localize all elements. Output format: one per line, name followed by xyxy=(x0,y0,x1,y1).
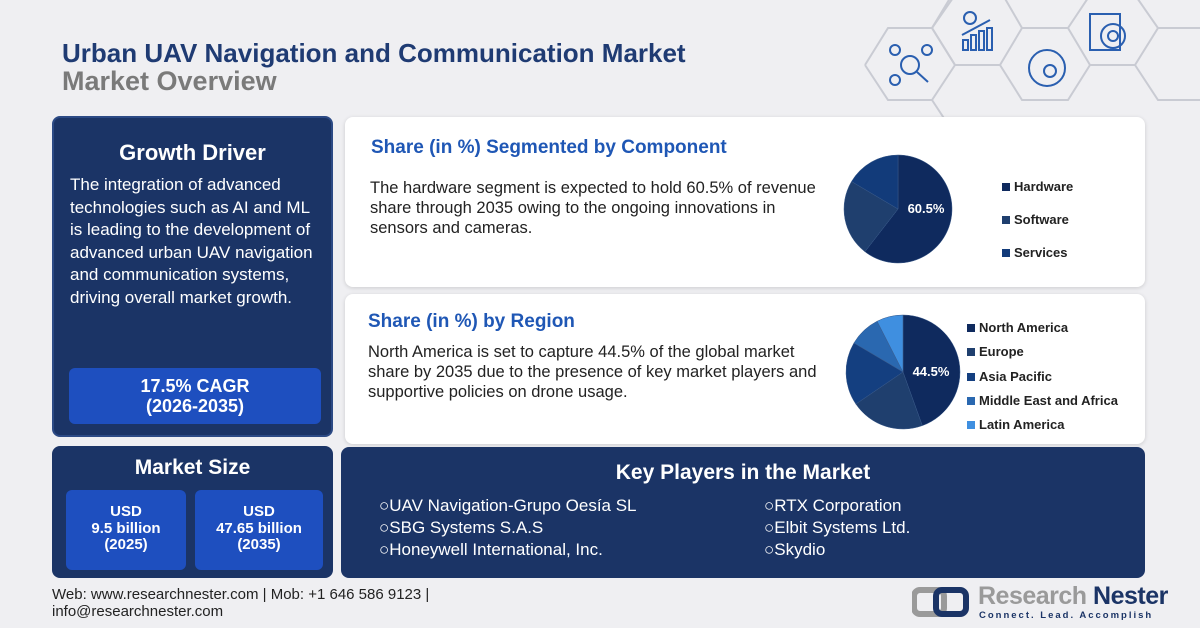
global-commerce-icon xyxy=(1028,49,1066,87)
market-size-2025: USD 9.5 billion (2025) xyxy=(66,490,186,570)
cagr-period: (2026-2035) xyxy=(145,396,245,416)
cagr-value: 17.5% CAGR xyxy=(140,376,250,396)
pie-data-label: 60.5% xyxy=(908,201,945,216)
logo-icon xyxy=(911,587,969,617)
legend-label: Hardware xyxy=(1014,179,1074,194)
region-legend: North America Europe Asia Pacific Middle Ea… xyxy=(967,316,1118,437)
pie-slice-north-america xyxy=(902,314,961,426)
legend-label: Latin America xyxy=(979,417,1065,433)
footer-email: info@researchnester.com xyxy=(52,603,224,620)
pie-slice-hardware xyxy=(864,154,953,264)
key-player-item: ○UAV Navigation-Grupo Oesía SL xyxy=(379,496,637,515)
region-card: Share (in %) by Region North America is … xyxy=(345,294,1145,444)
legend-label: Asia Pacific xyxy=(979,368,1052,384)
pie-slice-services xyxy=(851,154,899,210)
component-pie-chart: 60.5% xyxy=(843,154,953,264)
legend-swatch xyxy=(967,421,975,430)
pie-slice-latin-america xyxy=(876,314,904,373)
component-card: Share (in %) Segmented by Component The … xyxy=(345,117,1145,287)
legend-swatch xyxy=(967,348,975,357)
legend-label: Middle East and Africa xyxy=(979,392,1118,408)
legend-swatch xyxy=(1002,182,1010,191)
cagr-badge: 17.5% CAGR (2026-2035) xyxy=(69,368,321,424)
target-report-icon xyxy=(1089,13,1126,51)
players-right: ○RTX Corporation ○Elbit Systems Ltd. ○Skyd… xyxy=(764,495,910,561)
legend-item: Services xyxy=(1002,236,1073,269)
legend-item: Software xyxy=(1002,203,1073,236)
brand-research: Research xyxy=(978,582,1087,610)
legend-item: Middle East and Africa xyxy=(967,389,1118,413)
pie-slice-software xyxy=(843,181,899,253)
key-players-card: Key Players in the Market ○UAV Navigatio… xyxy=(341,447,1145,578)
pie-data-label: 44.5% xyxy=(913,364,950,379)
players-left: ○UAV Navigation-Grupo Oesía SL ○SBG Syste… xyxy=(379,495,637,561)
region-pie-chart: 44.5% xyxy=(845,314,961,430)
growth-chart-icon xyxy=(961,11,993,51)
legend-label: Europe xyxy=(979,344,1024,360)
analytics-network-icon xyxy=(889,44,933,86)
legend-item: North America xyxy=(967,316,1118,340)
year: (2025) xyxy=(104,536,148,553)
legend-swatch xyxy=(1002,248,1010,257)
key-players-title: Key Players in the Market xyxy=(615,461,871,484)
component-legend: Hardware Software Services xyxy=(1002,170,1073,269)
hexagon-decoration xyxy=(864,0,1200,130)
legend-label: North America xyxy=(979,320,1069,335)
component-title: Share (in %) Segmented by Component xyxy=(371,137,727,158)
value: 47.65 billion xyxy=(216,519,302,537)
pie-slice-europe xyxy=(855,371,923,430)
growth-driver-title: Growth Driver xyxy=(119,140,266,165)
footer-contact: Web: www.researchnester.com | Mob: +1 64… xyxy=(52,586,430,603)
research-nester-logo: Research Nester Connect. Lead. Accomplis… xyxy=(911,582,1168,623)
pie-slice-asia-pacific xyxy=(845,342,904,405)
legend-label: Software xyxy=(1014,212,1069,227)
legend-swatch xyxy=(967,397,975,406)
component-text: The hardware segment is expected to hold… xyxy=(370,179,816,237)
page-subtitle: Market Overview xyxy=(62,66,277,96)
legend-swatch xyxy=(967,372,975,381)
key-player-item: ○Honeywell International, Inc. xyxy=(379,540,603,559)
brand-nester: Nester xyxy=(1093,582,1168,610)
key-player-item: ○Elbit Systems Ltd. xyxy=(764,518,911,537)
legend-item: Latin America xyxy=(967,413,1118,437)
growth-driver-card: Growth Driver The integration of advance… xyxy=(52,116,333,437)
legend-item: Hardware xyxy=(1002,170,1073,203)
region-text: North America is set to capture 44.5% of… xyxy=(368,343,817,401)
currency: USD xyxy=(243,503,275,520)
currency: USD xyxy=(110,503,142,520)
legend-swatch xyxy=(1002,215,1010,224)
page-title: Urban UAV Navigation and Communication M… xyxy=(62,38,686,68)
market-size-card: Market Size USD 9.5 billion (2025) USD 4… xyxy=(52,446,333,578)
region-title: Share (in %) by Region xyxy=(368,311,575,332)
key-player-item: ○SBG Systems S.A.S xyxy=(379,518,544,537)
legend-item: Europe xyxy=(967,340,1118,364)
key-player-item: ○RTX Corporation xyxy=(764,496,902,515)
growth-driver-text: The integration of advanced technologies… xyxy=(70,175,313,307)
market-size-2035: USD 47.65 billion (2035) xyxy=(195,490,323,570)
brand-tagline: Connect. Lead. Accomplish xyxy=(979,610,1154,621)
legend-swatch xyxy=(967,324,975,333)
market-size-title: Market Size xyxy=(134,456,251,479)
year: (2035) xyxy=(237,536,281,553)
key-player-item: ○Skydio xyxy=(764,540,826,559)
value: 9.5 billion xyxy=(91,519,161,537)
legend-item: Asia Pacific xyxy=(967,365,1118,389)
legend-label: Services xyxy=(1014,245,1068,260)
